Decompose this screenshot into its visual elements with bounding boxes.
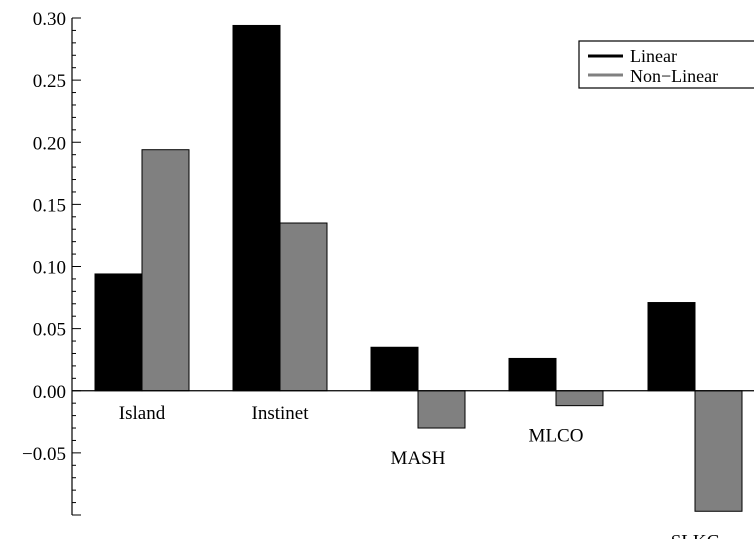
y-tick-label: −0.05 (22, 444, 66, 465)
labels-layer: −0.05 0.00 0.05 0.10 0.15 0.20 0.25 0.30 Island I… (22, 9, 720, 544)
category-label-island: Island (119, 403, 166, 424)
legend-box (578, 40, 754, 89)
axis-layer (71, 17, 754, 516)
bar-slkc-nonlinear (694, 390, 743, 512)
category-label-mlco: MLCO (529, 426, 584, 447)
y-tick-label: 0.25 (33, 71, 66, 92)
y-tick-label: 0.20 (33, 133, 66, 154)
y-tick-label: 0.10 (33, 258, 66, 279)
bar-mash-nonlinear (417, 390, 466, 429)
legend-label-linear: Linear (630, 46, 677, 66)
y-tick-label: 0.00 (33, 382, 66, 403)
bar-slkc-linear (647, 302, 696, 392)
bar-mlco-linear (508, 357, 557, 392)
y-tick-label: 0.15 (33, 195, 66, 216)
bar-mlco-nonlinear (555, 390, 604, 407)
bar-island-linear (94, 273, 143, 392)
y-tick-label: 0.05 (33, 320, 66, 341)
legend-label-nonlinear: Non−Linear (630, 66, 718, 86)
legend: Linear Non−Linear (578, 40, 754, 89)
bars-layer (94, 24, 743, 512)
y-tick-label: 0.30 (33, 9, 66, 30)
bar-instinet-nonlinear (279, 222, 328, 392)
bar-instinet-linear (232, 24, 281, 392)
category-label-mash: MASH (391, 448, 446, 469)
category-label-slkc: SLKC (671, 531, 720, 539)
bar-island-nonlinear (141, 149, 190, 392)
category-label-instinet: Instinet (252, 403, 310, 424)
bar-mash-linear (370, 346, 419, 392)
